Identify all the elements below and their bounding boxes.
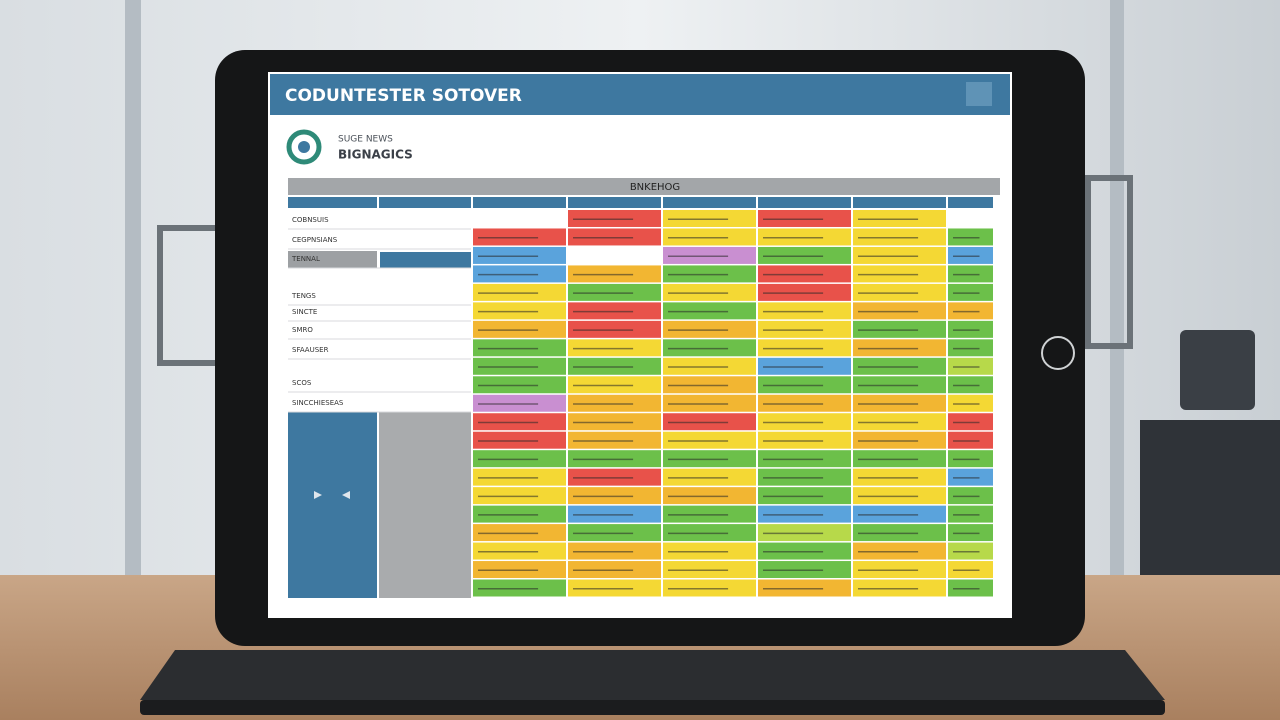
window-frame	[125, 0, 141, 575]
logo	[286, 129, 322, 165]
chair	[1140, 420, 1280, 575]
sidebar-label: TENGS	[291, 292, 316, 300]
sidebar-label: SMRO	[292, 326, 313, 334]
brand-line: SUGE NEWS	[338, 135, 393, 145]
column-header	[473, 197, 566, 208]
schedule-cell	[473, 210, 566, 227]
schedule-cell	[948, 246, 993, 264]
schedule-cell	[853, 246, 946, 264]
brand-name: BIGNAGICS	[338, 148, 413, 162]
stand	[140, 650, 1165, 700]
nav-arrows[interactable]	[314, 491, 350, 499]
app-title: CODUNTESTER SOTOVER	[285, 86, 522, 106]
stand	[140, 700, 1165, 715]
gray-column	[379, 412, 471, 598]
column-header	[568, 197, 661, 208]
menu-icon[interactable]	[966, 82, 992, 106]
banner-label: BNKEHOG	[630, 182, 680, 193]
column-header	[948, 197, 993, 208]
column-header	[758, 197, 851, 208]
side-panel	[288, 412, 377, 598]
schedule-cell	[948, 210, 993, 227]
home-button[interactable]	[1041, 336, 1075, 370]
sidebar-label: TENNAL	[291, 255, 320, 263]
sidebar-label: SINCTE	[292, 308, 317, 316]
schedule-cell	[473, 246, 566, 264]
column-header	[379, 197, 471, 208]
monitor	[1085, 175, 1133, 349]
column-header	[853, 197, 946, 208]
logo	[298, 141, 310, 153]
selection	[380, 252, 471, 268]
selected-row	[288, 251, 377, 268]
sidebar-label: SINCCHIESEAS	[292, 399, 344, 407]
window-frame	[1110, 0, 1124, 575]
chair	[1180, 330, 1255, 410]
schedule-cell	[568, 246, 661, 264]
sidebar-label: SFAAUSER	[292, 346, 329, 354]
sidebar-label: COBNSUIS	[292, 216, 329, 224]
column-header	[663, 197, 756, 208]
header-bar	[270, 74, 1010, 115]
schedule-cell	[663, 246, 756, 264]
column-header	[288, 197, 377, 208]
sidebar-label: SCOS	[292, 379, 312, 387]
sidebar-label: CEGPNSIANS	[292, 236, 338, 244]
banner	[288, 178, 1000, 195]
schedule-cell	[758, 246, 851, 264]
